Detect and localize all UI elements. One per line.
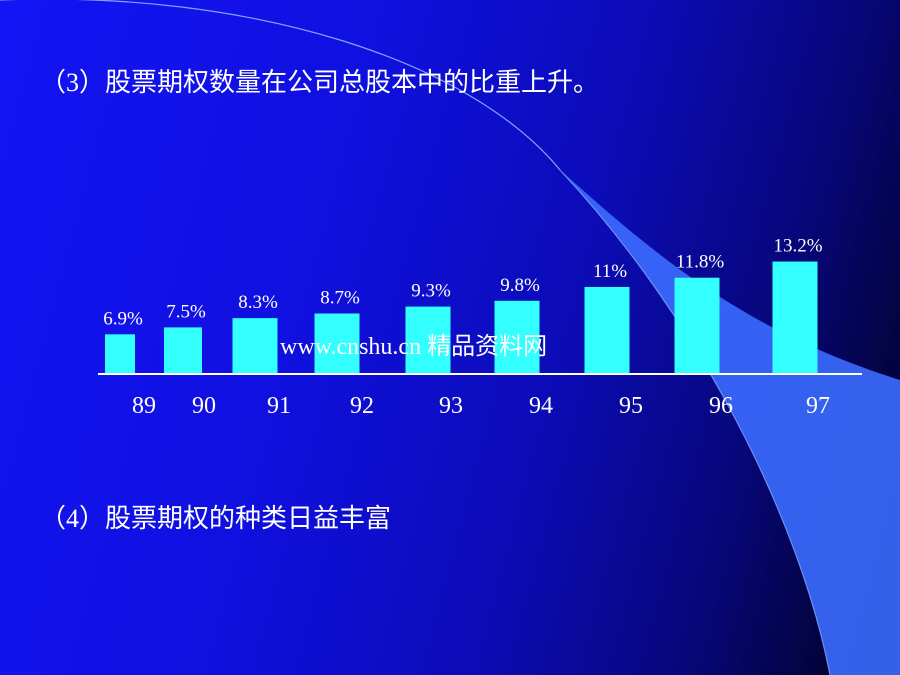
x-tick-97: 97 — [806, 393, 830, 419]
data-label-91: 8.3% — [238, 292, 278, 313]
x-tick-95: 95 — [619, 393, 643, 419]
data-label-89: 6.9% — [103, 308, 143, 329]
x-tick-91: 91 — [267, 393, 291, 419]
heading-section-3: （3）股票期权数量在公司总股本中的比重上升。 — [40, 68, 600, 97]
x-tick-90: 90 — [192, 393, 216, 419]
bar-92 — [314, 313, 360, 374]
bar-90 — [164, 327, 202, 374]
bar-89 — [105, 334, 135, 374]
watermark-text: www.cnshu.cn 精品资料网 — [280, 334, 548, 360]
x-tick-96: 96 — [709, 393, 733, 419]
x-tick-89: 89 — [132, 393, 156, 419]
x-tick-94: 94 — [529, 393, 553, 419]
data-label-90: 7.5% — [166, 301, 206, 322]
bar-97 — [772, 261, 818, 374]
data-label-93: 9.3% — [411, 281, 451, 302]
data-label-96: 11.8% — [676, 252, 725, 273]
bar-93 — [405, 306, 451, 374]
x-tick-93: 93 — [439, 393, 463, 419]
data-label-94: 9.8% — [500, 275, 540, 296]
bar-96 — [674, 277, 720, 374]
bar-94 — [494, 300, 540, 374]
bar-91 — [232, 318, 278, 374]
data-label-97: 13.2% — [773, 236, 822, 257]
heading-section-4: （4）股票期权的种类日益丰富 — [40, 504, 392, 533]
data-label-92: 8.7% — [320, 288, 360, 309]
bar-95 — [584, 286, 630, 374]
x-tick-92: 92 — [350, 393, 374, 419]
data-label-95: 11% — [593, 261, 627, 282]
